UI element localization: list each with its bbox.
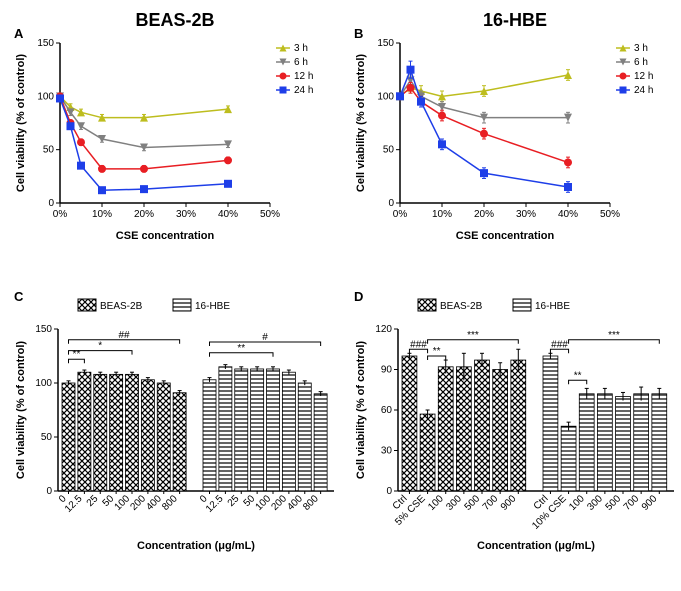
svg-text:24 h: 24 h bbox=[294, 85, 313, 96]
svg-text:800: 800 bbox=[160, 493, 180, 513]
svg-text:20%: 20% bbox=[134, 209, 154, 220]
svg-text:10%: 10% bbox=[432, 209, 452, 220]
svg-text:***: *** bbox=[467, 330, 479, 341]
svg-text:120: 120 bbox=[375, 324, 392, 335]
svg-text:6 h: 6 h bbox=[634, 57, 648, 68]
svg-text:30: 30 bbox=[381, 446, 393, 457]
svg-text:Concentration (μg/mL): Concentration (μg/mL) bbox=[137, 540, 255, 552]
svg-text:#: # bbox=[262, 332, 268, 343]
svg-text:Cell viability (% of control): Cell viability (% of control) bbox=[15, 54, 27, 192]
svg-text:###: ### bbox=[410, 339, 427, 350]
svg-text:300: 300 bbox=[444, 493, 464, 513]
svg-text:150: 150 bbox=[35, 324, 52, 335]
svg-text:BEAS-2B: BEAS-2B bbox=[440, 301, 483, 312]
panel-a-title: BEAS-2B bbox=[10, 10, 340, 31]
svg-text:50%: 50% bbox=[260, 209, 280, 220]
panel-a-letter: A bbox=[14, 26, 23, 41]
svg-text:12.5: 12.5 bbox=[63, 493, 85, 515]
svg-text:16-HBE: 16-HBE bbox=[195, 301, 230, 312]
svg-text:20%: 20% bbox=[474, 209, 494, 220]
svg-text:***: *** bbox=[608, 330, 620, 341]
svg-text:50%: 50% bbox=[600, 209, 620, 220]
svg-text:0%: 0% bbox=[53, 209, 68, 220]
panel-c: C BEAS-2B16-HBE050100150Cell viability (… bbox=[10, 293, 340, 553]
svg-text:90: 90 bbox=[381, 365, 393, 376]
panel-d-letter: D bbox=[354, 289, 363, 304]
svg-text:700: 700 bbox=[622, 493, 642, 513]
svg-text:50: 50 bbox=[383, 145, 395, 156]
panel-d-chart: BEAS-2B 16-HBE 0 30 60 90 120 Cell viability (%… bbox=[350, 293, 680, 553]
figure-grid: BEAS-2B A 0 50 100 150 0% 10% 20% 30% 40% 50% Cell… bbox=[10, 10, 671, 553]
svg-text:700: 700 bbox=[481, 493, 501, 513]
svg-text:3 h: 3 h bbox=[294, 43, 308, 54]
panel-b-title: 16-HBE bbox=[350, 10, 680, 31]
svg-text:30%: 30% bbox=[516, 209, 536, 220]
svg-text:##: ## bbox=[119, 330, 131, 341]
panel-b-chart: 0 50 100 150 0% 10% 20% 30% 40% 50% Cell viability… bbox=[350, 33, 680, 243]
svg-text:10%: 10% bbox=[92, 209, 112, 220]
svg-text:100: 100 bbox=[37, 91, 54, 102]
svg-text:BEAS-2B: BEAS-2B bbox=[100, 301, 143, 312]
svg-text:100: 100 bbox=[377, 91, 394, 102]
panel-c-chart: BEAS-2B 16-HBE 0 50 100 150 Cell viability (% … bbox=[10, 293, 340, 553]
svg-text:Cell viability (% of control): Cell viability (% of control) bbox=[355, 341, 367, 479]
svg-text:50: 50 bbox=[41, 432, 53, 443]
svg-text:**: ** bbox=[433, 346, 441, 357]
svg-text:800: 800 bbox=[301, 493, 321, 513]
svg-text:500: 500 bbox=[463, 493, 483, 513]
svg-text:300: 300 bbox=[585, 493, 605, 513]
svg-text:100: 100 bbox=[35, 378, 52, 389]
svg-text:900: 900 bbox=[640, 493, 660, 513]
svg-text:30%: 30% bbox=[176, 209, 196, 220]
svg-text:25: 25 bbox=[226, 493, 242, 509]
svg-text:900: 900 bbox=[499, 493, 519, 513]
svg-text:50: 50 bbox=[43, 145, 55, 156]
svg-text:40%: 40% bbox=[218, 209, 238, 220]
svg-text:*: * bbox=[98, 341, 102, 352]
svg-text:12 h: 12 h bbox=[634, 71, 653, 82]
panel-d: D BEAS-2B16-HBE0306090120Cell viability … bbox=[350, 293, 680, 553]
svg-text:0: 0 bbox=[48, 198, 54, 209]
panel-b-letter: B bbox=[354, 26, 363, 41]
svg-text:###: ### bbox=[551, 339, 568, 350]
panel-a-chart: 0 50 100 150 0% 10% 20% 30% 40% 50% Cell viability… bbox=[10, 33, 340, 243]
svg-text:0: 0 bbox=[46, 486, 52, 497]
svg-text:24 h: 24 h bbox=[634, 85, 653, 96]
svg-text:12 h: 12 h bbox=[294, 71, 313, 82]
svg-text:0%: 0% bbox=[393, 209, 408, 220]
svg-text:100: 100 bbox=[567, 493, 587, 513]
svg-text:16-HBE: 16-HBE bbox=[535, 301, 570, 312]
svg-text:150: 150 bbox=[37, 38, 54, 49]
svg-text:500: 500 bbox=[604, 493, 624, 513]
panel-b: 16-HBE B 0 50 100 150 0% 10% 20% 30% 40% 50% Cell … bbox=[350, 10, 680, 243]
svg-text:Cell viability (% of control): Cell viability (% of control) bbox=[355, 54, 367, 192]
panel-a: BEAS-2B A 0 50 100 150 0% 10% 20% 30% 40% 50% Cell… bbox=[10, 10, 340, 243]
svg-text:Cell viability (% of control): Cell viability (% of control) bbox=[15, 341, 27, 479]
svg-text:60: 60 bbox=[381, 405, 393, 416]
svg-text:Concentration (μg/mL): Concentration (μg/mL) bbox=[477, 540, 595, 552]
svg-text:0: 0 bbox=[388, 198, 394, 209]
svg-text:CSE concentration: CSE concentration bbox=[116, 230, 215, 242]
svg-text:CSE concentration: CSE concentration bbox=[456, 230, 555, 242]
svg-text:40%: 40% bbox=[558, 209, 578, 220]
svg-text:25: 25 bbox=[85, 493, 101, 509]
svg-text:3 h: 3 h bbox=[634, 43, 648, 54]
svg-text:150: 150 bbox=[377, 38, 394, 49]
svg-text:0: 0 bbox=[386, 486, 392, 497]
svg-text:100: 100 bbox=[426, 493, 446, 513]
svg-text:12.5: 12.5 bbox=[204, 493, 226, 515]
svg-text:6 h: 6 h bbox=[294, 57, 308, 68]
panel-c-letter: C bbox=[14, 289, 23, 304]
svg-text:**: ** bbox=[574, 370, 582, 381]
svg-text:**: ** bbox=[237, 343, 245, 354]
